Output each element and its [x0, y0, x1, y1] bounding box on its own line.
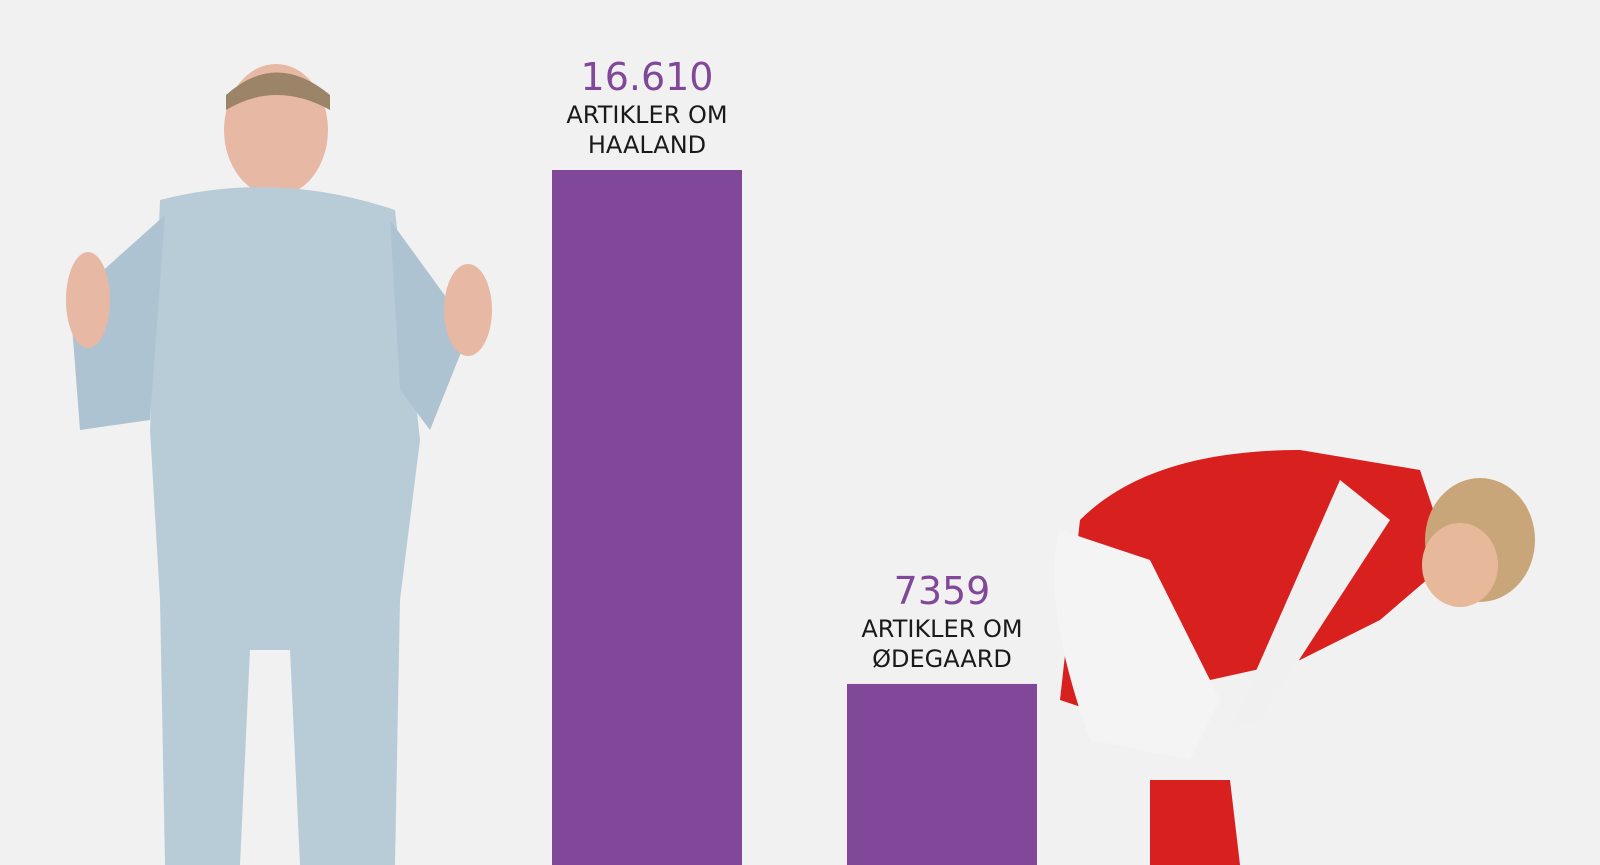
bar-label: 7359 ARTIKLER OM ØDEGAARD	[822, 568, 1062, 674]
value-label: 16.610	[580, 55, 714, 99]
bar-label: 16.610 ARTIKLER OM HAALAND	[527, 54, 767, 160]
player-photo-left	[66, 64, 492, 865]
player-photo-right	[1054, 450, 1535, 865]
bar	[847, 683, 1037, 865]
value-label: 7359	[893, 568, 991, 613]
category-label: ARTIKLER OM HAALAND	[566, 101, 728, 159]
category-label: ARTIKLER OM ØDEGAARD	[861, 614, 1023, 673]
bar	[552, 170, 742, 865]
